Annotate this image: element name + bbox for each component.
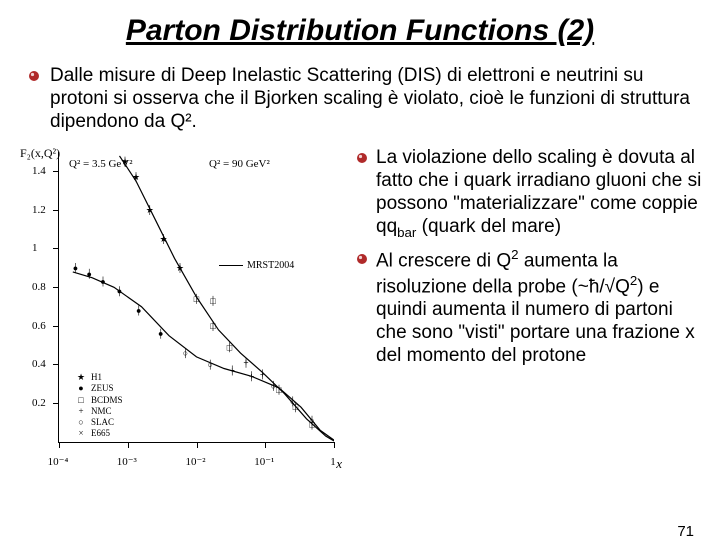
chart-annot-high: Q² = 90 GeV² xyxy=(209,158,270,170)
page-title: Parton Distribution Functions (2) xyxy=(0,14,720,48)
chart-legend: ★H1●ZEUS□BCDMS+NMC○SLAC×E665 xyxy=(76,372,123,440)
bullet-1-tail: (quark del mare) xyxy=(416,216,561,237)
xtick-label: 10⁻¹ xyxy=(254,455,274,468)
legend-item: ●ZEUS xyxy=(76,383,123,394)
intro-paragraph: Dalle misure di Deep Inelastic Scatterin… xyxy=(50,64,692,134)
ytick-label: 1.2 xyxy=(32,204,46,216)
xtick-label: 1 xyxy=(330,456,336,468)
bullet-icon xyxy=(356,152,368,164)
right-column: La violazione dello scaling è dovuta al … xyxy=(348,142,720,472)
legend-item: +NMC xyxy=(76,406,123,417)
ytick-label: 0.6 xyxy=(32,320,46,332)
legend-item: ★H1 xyxy=(76,372,123,383)
ytick-label: 0.8 xyxy=(32,281,46,293)
chart-ylabel: F₂(x,Q²) xyxy=(20,146,60,161)
chart: F₂(x,Q²) ●●●●●●○○++○○○★★★★★□□□□++□□□ Q² … xyxy=(18,142,348,472)
xtick-label: 10⁻² xyxy=(185,455,205,468)
chart-annot-low: Q² = 3.5 GeV² xyxy=(69,158,133,170)
ytick-label: 1.4 xyxy=(32,165,46,177)
xtick-label: 10⁻⁴ xyxy=(48,455,69,468)
chart-xlabel: x xyxy=(336,456,342,472)
intro-text: Dalle misure di Deep Inelastic Scatterin… xyxy=(50,65,690,132)
bullet-2: Al crescere di Q2 aumenta la risoluzione… xyxy=(376,247,702,368)
ytick-label: 0.2 xyxy=(32,397,46,409)
chart-legend-line: MRST2004 xyxy=(219,260,294,271)
bullet-icon xyxy=(356,253,368,265)
ytick-label: 1 xyxy=(32,242,38,254)
bullet-1: La violazione dello scaling è dovuta al … xyxy=(376,146,702,242)
legend-item: □BCDMS xyxy=(76,395,123,406)
bullet-2-a: Al crescere di Q xyxy=(376,250,511,271)
legend-item: ○SLAC xyxy=(76,417,123,428)
bullet-icon xyxy=(28,70,40,82)
ytick-label: 0.4 xyxy=(32,358,46,370)
legend-item: ×E665 xyxy=(76,428,123,439)
xtick-label: 10⁻³ xyxy=(117,455,137,468)
bullet-1-sub: bar xyxy=(397,225,416,240)
page-number: 71 xyxy=(677,523,694,540)
